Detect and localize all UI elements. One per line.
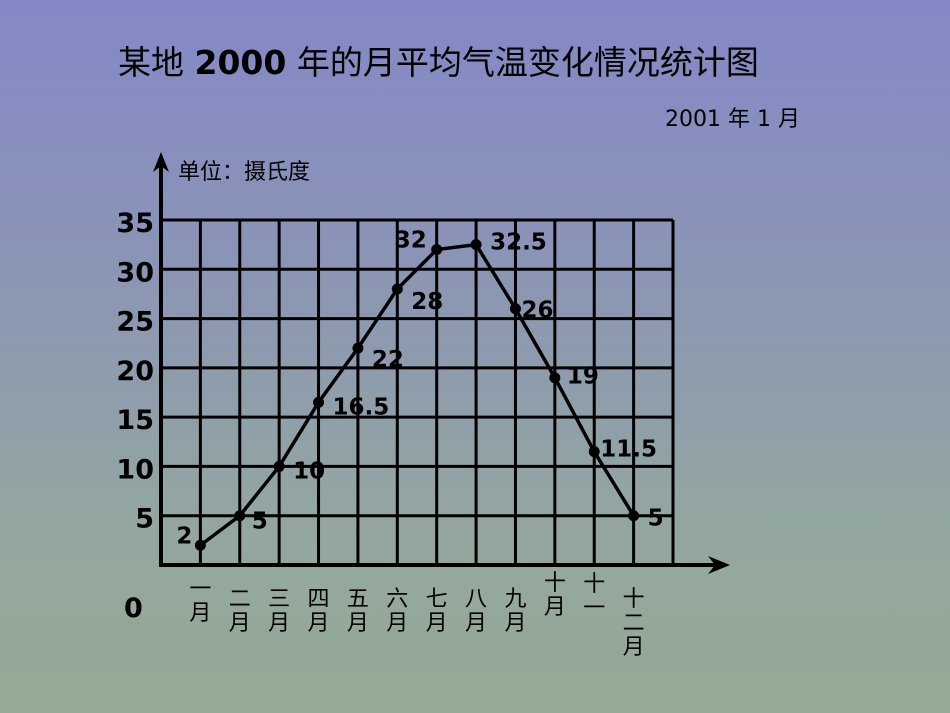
data-point-marker bbox=[588, 446, 600, 458]
chart-axes bbox=[153, 152, 730, 574]
data-point-marker bbox=[352, 342, 364, 354]
data-label: 10 bbox=[293, 458, 325, 484]
data-label: 2 bbox=[176, 523, 192, 549]
data-label: 22 bbox=[372, 347, 404, 373]
y-tick-label: 20 bbox=[116, 356, 154, 387]
x-tick-label: 一月 bbox=[189, 577, 212, 626]
data-point-marker bbox=[313, 396, 325, 408]
x-tick-label: 四月 bbox=[307, 587, 330, 636]
x-tick-label: 二月 bbox=[228, 587, 251, 636]
data-label: 11.5 bbox=[600, 437, 657, 463]
data-label: 32.5 bbox=[490, 230, 547, 256]
data-points bbox=[194, 239, 640, 551]
data-point-marker bbox=[391, 283, 403, 295]
x-tick-label: 六月 bbox=[386, 587, 409, 636]
x-tick-label: 五月 bbox=[346, 587, 369, 636]
data-point-marker bbox=[273, 460, 285, 472]
title-suffix: 年的月平均气温变化情况统计图 bbox=[296, 43, 759, 82]
y-tick-labels: 5 10 15 20 25 30 35 bbox=[116, 208, 154, 535]
data-label: 28 bbox=[411, 289, 443, 315]
y-tick-label: 15 bbox=[116, 405, 154, 436]
data-label: 5 bbox=[252, 509, 268, 535]
x-tick-label: 十一 bbox=[583, 572, 606, 621]
title-prefix: 某地 bbox=[118, 43, 184, 82]
data-point-marker bbox=[509, 303, 521, 315]
data-point-marker bbox=[431, 244, 443, 256]
data-labels: 2 5 10 16.5 22 28 32 32.5 26 19 11.5 5 bbox=[176, 228, 663, 550]
data-label: 5 bbox=[648, 506, 664, 532]
data-point-marker bbox=[194, 539, 206, 551]
chart-date: 2001 年 1 月 bbox=[665, 107, 800, 132]
origin-label: 0 bbox=[124, 593, 143, 624]
x-tick-label: 三月 bbox=[268, 587, 291, 636]
data-point-marker bbox=[549, 372, 561, 384]
y-tick-label: 5 bbox=[135, 504, 154, 535]
y-axis-arrow-icon bbox=[153, 152, 169, 172]
y-tick-label: 25 bbox=[116, 307, 154, 338]
y-tick-label: 35 bbox=[116, 208, 154, 239]
data-label: 16.5 bbox=[333, 394, 390, 420]
x-tick-label: 十月 bbox=[543, 571, 566, 620]
x-tick-label: 十二月 bbox=[622, 587, 645, 660]
x-axis-arrow-icon bbox=[708, 556, 730, 574]
chart-title: 某地 2000 年的月平均气温变化情况统计图 bbox=[118, 42, 808, 84]
data-label: 32 bbox=[395, 228, 427, 254]
temperature-line bbox=[199, 242, 636, 547]
data-point-marker bbox=[470, 239, 482, 251]
data-point-marker bbox=[234, 510, 246, 522]
x-tick-label: 七月 bbox=[425, 587, 448, 636]
x-tick-label: 八月 bbox=[465, 587, 488, 636]
unit-label: 单位：摄氏度 bbox=[178, 160, 311, 185]
x-tick-label: 九月 bbox=[504, 587, 527, 636]
y-tick-label: 10 bbox=[116, 454, 154, 485]
data-label: 19 bbox=[567, 364, 599, 390]
y-tick-label: 30 bbox=[116, 257, 154, 288]
data-point-marker bbox=[628, 510, 640, 522]
data-label: 26 bbox=[521, 298, 553, 324]
title-year: 2000 bbox=[194, 43, 287, 82]
